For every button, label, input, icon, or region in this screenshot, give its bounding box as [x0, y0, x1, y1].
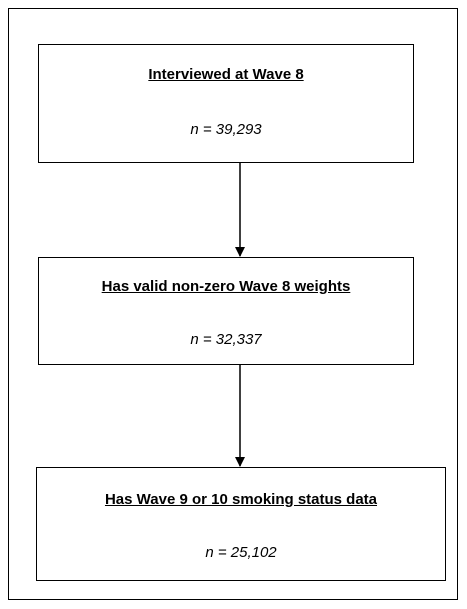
- node-box: Has valid non-zero Wave 8 weights n = 32…: [38, 257, 414, 365]
- node-box: Interviewed at Wave 8 n = 39,293: [38, 44, 414, 163]
- node-label: Has Wave 9 or 10 smoking status data: [104, 491, 378, 508]
- node-count: n = 32,337: [190, 331, 262, 348]
- node-label: Has valid non-zero Wave 8 weights: [101, 278, 351, 295]
- node-count: n = 25,102: [205, 544, 277, 561]
- node-label: Interviewed at Wave 8: [148, 66, 304, 83]
- node-box: Has Wave 9 or 10 smoking status data n =…: [36, 467, 446, 581]
- diagram-frame: [8, 8, 458, 600]
- node-count: n = 39,293: [190, 121, 262, 138]
